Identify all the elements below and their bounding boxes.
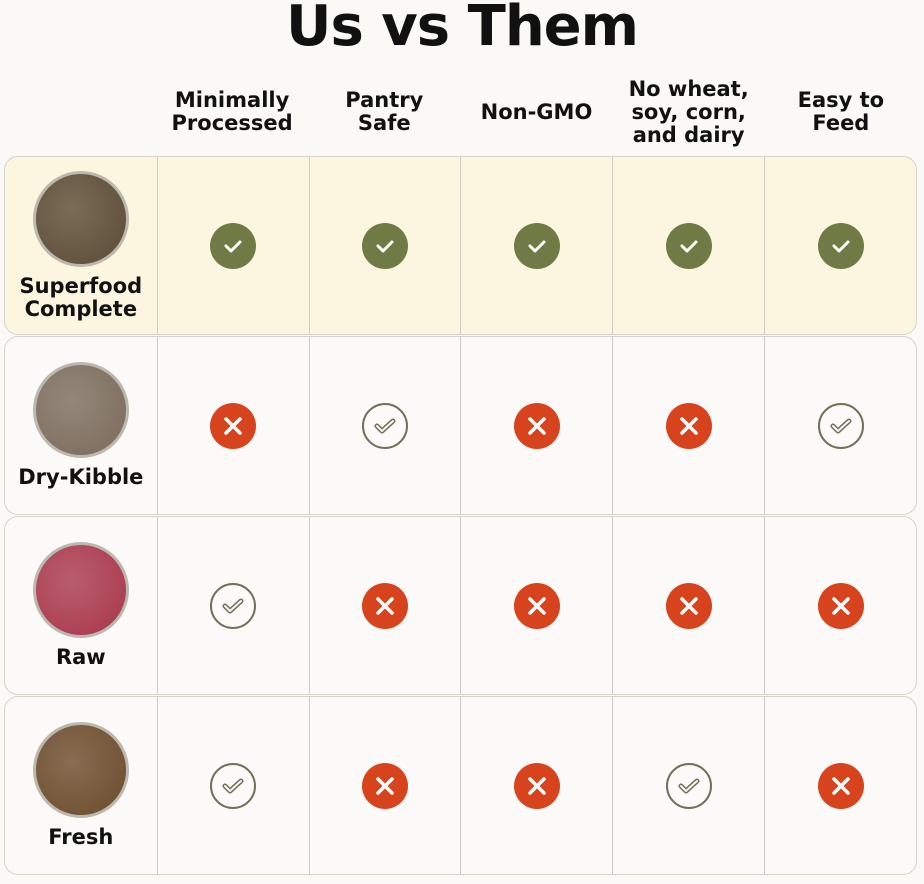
feature-cell (612, 697, 764, 874)
cross-icon (513, 582, 560, 629)
product-cell: Superfood Complete (5, 157, 157, 334)
feature-cell (612, 157, 764, 334)
cross-icon (817, 762, 864, 809)
feature-cell (308, 337, 461, 514)
feature-cell (460, 697, 612, 874)
comparison-row: Fresh (4, 696, 917, 875)
feature-cell (612, 337, 764, 514)
check-filled-icon (361, 222, 408, 269)
cross-icon (513, 762, 560, 809)
bowl-raw-image (32, 542, 129, 638)
bowl-superfood-image (32, 170, 129, 267)
check-outline-icon (210, 582, 257, 629)
comparison-row: Dry-Kibble (4, 336, 917, 515)
column-header: No wheat, soy, corn, and dairy (628, 76, 749, 147)
cross-icon (513, 402, 560, 449)
column-header: Non-GMO (480, 99, 593, 124)
bowl-kibble-image (32, 362, 129, 458)
product-cell: Raw (5, 517, 157, 694)
cross-icon (817, 582, 864, 629)
cross-icon (210, 402, 257, 449)
comparison-row: Superfood Complete (4, 156, 917, 335)
feature-cell (460, 517, 612, 694)
product-cell: Dry-Kibble (5, 337, 157, 514)
feature-cell (460, 337, 612, 514)
check-outline-icon (817, 402, 864, 449)
feature-cell (460, 157, 612, 334)
column-header: Pantry Safe (345, 88, 424, 135)
feature-cell (764, 157, 916, 334)
feature-cell (764, 697, 916, 874)
product-name: Raw (55, 645, 106, 669)
feature-cell (156, 157, 309, 334)
feature-cell (764, 337, 916, 514)
comparison-row: Raw (4, 516, 917, 695)
cross-icon (665, 582, 712, 629)
check-outline-icon (361, 402, 408, 449)
check-filled-icon (665, 222, 712, 269)
feature-cell (612, 517, 764, 694)
product-name: Dry-Kibble (18, 465, 144, 489)
page-title: Us vs Them (285, 0, 639, 59)
check-outline-icon (210, 762, 257, 809)
feature-cell (308, 517, 461, 694)
cross-icon (665, 402, 712, 449)
bowl-fresh-image (32, 722, 129, 818)
column-headers: Minimally Processed Pantry Safe Non-GMO … (156, 72, 917, 152)
feature-cell (156, 697, 309, 874)
cross-icon (361, 582, 408, 629)
product-name: Fresh (48, 825, 114, 849)
feature-cell (156, 517, 309, 694)
feature-cell (308, 157, 461, 334)
product-name: Superfood Complete (19, 273, 143, 321)
feature-cell (764, 517, 916, 694)
column-header: Minimally Processed (171, 88, 293, 135)
check-filled-icon (513, 222, 560, 269)
check-outline-icon (665, 762, 712, 809)
check-filled-icon (210, 222, 257, 269)
feature-cell (308, 697, 461, 874)
cross-icon (361, 762, 408, 809)
check-filled-icon (817, 222, 864, 269)
product-cell: Fresh (5, 697, 157, 874)
feature-cell (156, 337, 309, 514)
column-header: Easy to Feed (797, 88, 885, 135)
